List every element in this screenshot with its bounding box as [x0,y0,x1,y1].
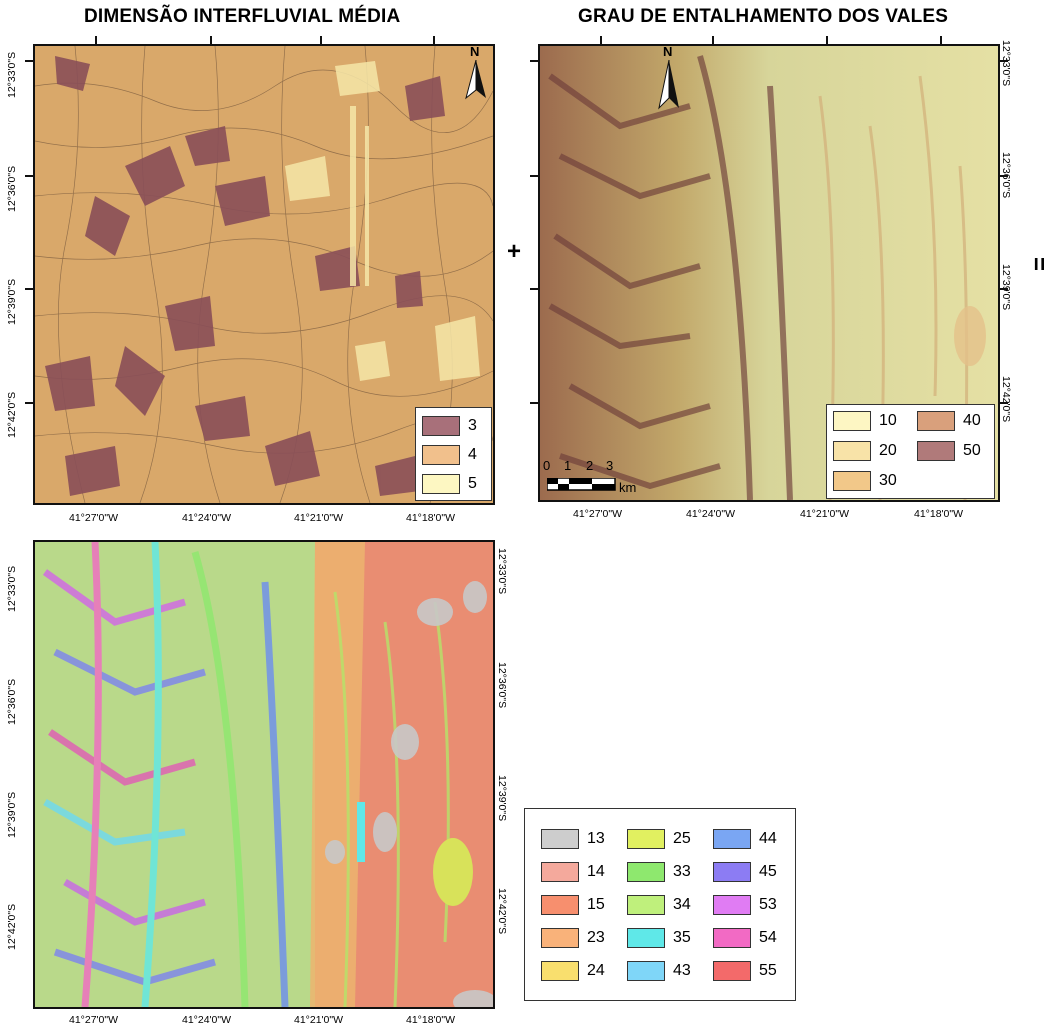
north-label: N [470,44,480,59]
scale-bar: 0 1 2 3 km [543,458,653,500]
lat-label: 12°39'0"S [6,791,18,838]
legend-label: 35 [673,929,691,946]
scale-tick-label: 0 [543,458,551,473]
legend-label: 24 [587,962,605,979]
legend-label: 30 [879,472,897,489]
map-combined [33,540,495,1009]
legend-swatch [422,474,460,494]
lat-label: 12°39'0"S [496,775,508,822]
legend-label: 15 [587,896,605,913]
legend-entalhamento: 10 20 30 40 50 [826,404,995,499]
lon-label: 41°21'0"W [294,1014,344,1026]
legend-swatch [917,411,955,431]
legend-label: 55 [759,962,777,979]
lon-label: 41°27'0"W [69,512,119,524]
legend-swatch [833,411,871,431]
lat-label: 12°42'0"S [1000,376,1012,423]
scale-tick-label: 1 [564,458,572,473]
north-arrow-icon: N [464,44,488,100]
lat-label: 12°33'0"S [6,51,18,98]
legend-label: 20 [879,442,897,459]
legend-combined: 13 14 15 23 24 25 33 34 35 43 44 45 53 5… [524,808,796,1001]
lon-label: 41°18'0"W [914,508,964,520]
legend-label: 50 [963,442,981,459]
legend-label: 33 [673,863,691,880]
lat-label: 12°36'0"S [6,678,18,725]
legend-label: 14 [587,863,605,880]
legend-label: 23 [587,929,605,946]
north-arrow-icon: N [657,44,681,110]
scale-tick-label: 2 [586,458,594,473]
lat-label: 12°33'0"S [496,548,508,595]
lat-label: 12°42'0"S [496,888,508,935]
legend-label: 40 [963,412,981,429]
lat-label: 12°42'0"S [6,391,18,438]
lon-label: 41°21'0"W [800,508,850,520]
legend-label: 34 [673,896,691,913]
lon-label: 41°21'0"W [294,512,344,524]
map1-title: DIMENSÃO INTERFLUVIAL MÉDIA [84,6,401,27]
legend-swatch [422,416,460,436]
legend-label: 54 [759,929,777,946]
legend-interfluvial: 3 4 5 [415,407,492,501]
equals-operator: = [1024,257,1049,271]
legend-label: 13 [587,830,605,847]
scale-tick-label: 3 [606,458,614,473]
lon-label: 41°24'0"W [686,508,736,520]
map2-title: GRAU DE ENTALHAMENTO DOS VALES [578,6,949,27]
lat-label: 12°33'0"S [6,565,18,612]
legend-swatch [833,471,871,491]
legend-swatch [917,441,955,461]
legend-swatch [833,441,871,461]
lat-label: 12°42'0"S [6,903,18,950]
legend-label: 25 [673,830,691,847]
lon-label: 41°27'0"W [69,1014,119,1026]
legend-label: 44 [759,830,777,847]
lat-label: 12°33'0"S [1000,40,1012,87]
legend-swatch [422,445,460,465]
legend-label: 53 [759,896,777,913]
legend-label: 43 [673,962,691,979]
legend-label: 4 [468,446,477,463]
legend-label: 10 [879,412,897,429]
lat-label: 12°36'0"S [6,165,18,212]
scale-unit: km [619,480,637,495]
lon-label: 41°24'0"W [182,1014,232,1026]
legend-label: 3 [468,417,477,434]
plus-operator: + [507,238,522,265]
lon-label: 41°18'0"W [406,512,456,524]
lon-label: 41°27'0"W [573,508,623,520]
lat-label: 12°39'0"S [6,278,18,325]
legend-label: 45 [759,863,777,880]
lon-label: 41°18'0"W [406,1014,456,1026]
lon-label: 41°24'0"W [182,512,232,524]
legend-label: 5 [468,475,477,492]
lat-label: 12°36'0"S [496,662,508,709]
north-label: N [663,44,673,59]
map-combined-raster [35,542,493,1007]
